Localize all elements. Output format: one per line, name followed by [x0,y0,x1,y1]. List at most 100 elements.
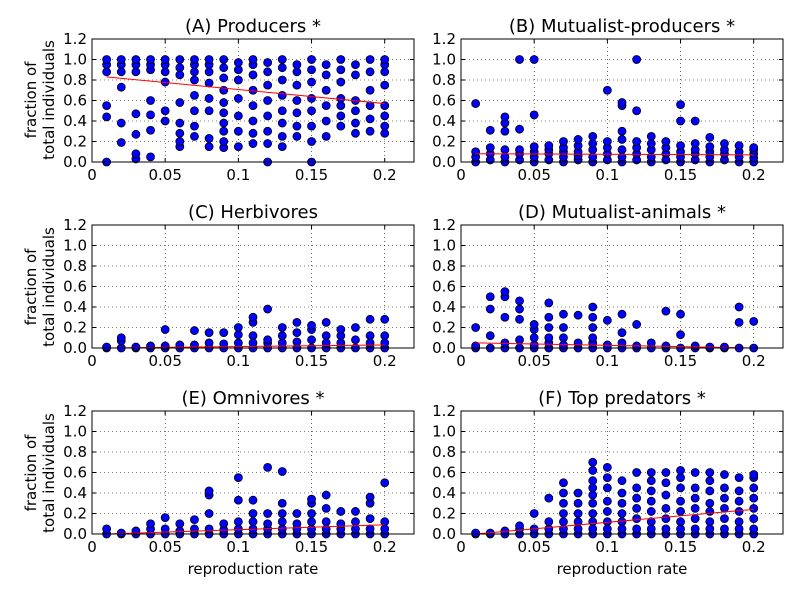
data-point [485,292,495,302]
ytick-label: 0.0 [432,525,456,543]
ytick-label: 0.6 [432,92,456,110]
data-point [471,147,481,157]
data-point [248,495,258,505]
data-point [336,507,346,516]
data-point [307,55,316,64]
data-point [277,131,287,141]
data-point [515,314,524,324]
xtick-label: 0 [87,352,97,370]
data-point [617,498,627,508]
ylabel-row-2-line-1: fraction of [22,248,40,326]
xtick-label: 0.2 [373,352,397,370]
data-point [351,118,360,128]
data-point [588,498,598,508]
data-point [248,70,258,80]
ytick-label: 0.8 [63,71,87,89]
ytick-label: 0.6 [432,278,456,296]
plot-frame [460,38,784,163]
trend-line [106,76,385,105]
data-point [307,517,316,527]
data-point [292,121,302,131]
data-point [233,126,243,136]
data-point [190,131,199,141]
data-point [646,496,656,506]
data-point [219,73,229,83]
data-point [336,65,346,75]
data-point [365,85,375,95]
data-point [559,517,568,527]
xtick-label: 0.05 [517,166,550,184]
ylabel-row-3-line-2: total individuals [40,413,58,533]
xtick-label: 0.15 [295,166,328,184]
data-point [734,317,744,327]
data-point [277,331,287,341]
data-point [336,77,346,87]
data-point [646,507,656,516]
data-point [734,302,744,312]
data-point [263,335,273,345]
data-point [190,90,199,100]
data-point [632,468,642,477]
data-point [515,335,524,345]
data-point [471,323,481,332]
data-point [175,128,185,138]
data-point [263,126,273,136]
data-point [190,515,199,525]
data-point [263,58,273,67]
data-point [351,335,360,345]
data-point [749,470,759,479]
data-point [204,142,214,152]
xtick-label: 0.2 [373,166,397,184]
data-point [500,126,510,136]
data-point [380,478,390,488]
data-point [336,94,346,103]
data-point [485,304,495,314]
xtick-label: 0.15 [664,538,697,556]
data-point [321,116,331,126]
data-point [632,137,642,146]
data-point [734,496,744,506]
plot-frame [460,410,784,535]
data-point [292,317,302,327]
trend-line [475,153,754,156]
data-point [602,496,612,506]
data-point [602,85,612,95]
plot-frame [91,410,415,535]
data-point [559,333,568,343]
ytick-label: 0.0 [432,153,456,171]
data-point [544,298,554,308]
xlabel-left: reproduction rate [188,560,319,578]
data-point [292,337,302,347]
data-point [720,514,729,524]
data-point [515,145,524,155]
ytick-label: 0.4 [432,112,456,130]
data-point [263,67,273,77]
data-point [248,101,258,111]
data-point [515,521,524,531]
data-point [292,108,302,118]
data-point [602,137,612,146]
data-point [277,517,287,527]
data-point [204,338,214,348]
data-point [734,141,744,151]
data-point [292,328,302,338]
data-point [277,142,287,152]
data-point [573,509,583,518]
data-point [307,121,316,131]
data-point [749,493,759,503]
data-point [559,309,568,319]
data-point [190,121,199,131]
ytick-label: 0.2 [63,319,87,337]
data-point [559,498,568,508]
data-point [233,323,243,332]
data-point [336,111,346,121]
data-point [617,135,627,144]
data-point [720,503,729,513]
data-point [131,109,141,119]
data-point [632,524,642,534]
ytick-label: 0.6 [63,464,87,482]
panel-title: (A) Producers * [185,16,321,37]
data-point [646,131,656,141]
xtick-label: 0.2 [373,538,397,556]
xtick-label: 0.1 [595,166,619,184]
